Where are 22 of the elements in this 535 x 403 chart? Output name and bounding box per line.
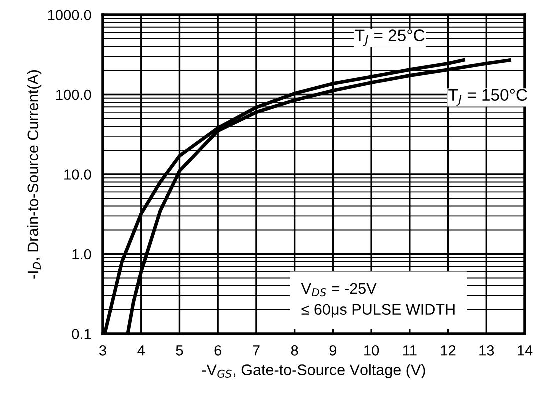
x-tick-label: 3 xyxy=(100,345,106,356)
y-tick-label: 10.0 xyxy=(64,170,92,180)
x-tick-label: 6 xyxy=(214,345,222,356)
y-tick-label: 1.0 xyxy=(72,249,92,260)
y-axis-title: -I$_{D}$, Drain-to-Source Current(A) xyxy=(27,70,42,279)
annotation: V$_{DS}$ = -25V ≤ 60μs PULSE WIDTH xyxy=(301,283,455,318)
series-label: T$_{J}$ = 150°C xyxy=(448,89,528,106)
x-tick-label: 11 xyxy=(403,346,417,356)
x-tick-label: 8 xyxy=(291,345,298,356)
x-tick-label: 7 xyxy=(253,346,260,356)
x-tick-label: 5 xyxy=(176,346,184,356)
x-tick-label: 10 xyxy=(364,345,380,356)
x-tick-label: 4 xyxy=(138,346,145,356)
x-tick-label: 14 xyxy=(518,346,533,356)
y-tick-label: 0.1 xyxy=(72,329,92,340)
x-tick-label: 13 xyxy=(480,345,494,356)
x-axis-title: -V$_{GS}$, Gate-to-Source Voltage (V) xyxy=(202,364,426,379)
series-label: T$_{J}$ = 25°C xyxy=(355,30,425,46)
x-tick-label: 12 xyxy=(441,345,456,356)
y-tick-label: 100.0 xyxy=(56,90,92,100)
y-tick-label: 1000.0 xyxy=(48,10,92,20)
x-tick-label: 9 xyxy=(330,345,337,356)
